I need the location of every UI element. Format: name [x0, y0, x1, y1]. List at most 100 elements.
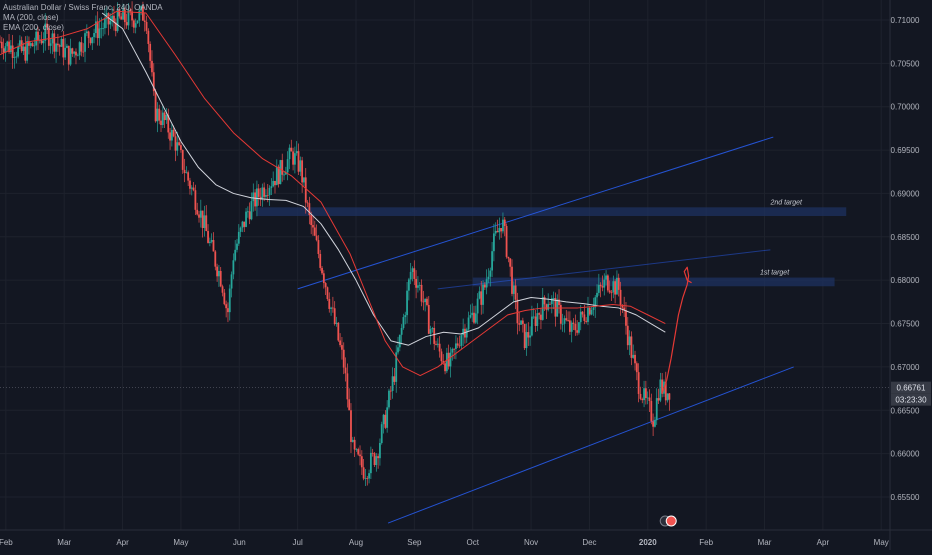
candle-body: [339, 340, 342, 346]
x-tick-label: Nov: [524, 538, 538, 547]
candle-body: [612, 281, 615, 293]
candle-body: [281, 160, 284, 175]
candle-body: [293, 153, 296, 165]
channel-upper-line: [297, 136, 774, 290]
candle-body: [511, 266, 513, 294]
candle-body: [151, 60, 153, 73]
candle-body: [301, 160, 304, 183]
candle-body: [371, 452, 374, 454]
candle-body: [98, 28, 101, 39]
y-tick-label: 0.71000: [891, 16, 920, 25]
candle-body: [634, 354, 636, 364]
candle-body: [33, 45, 36, 47]
candle-body: [646, 397, 649, 399]
candle-body: [373, 453, 376, 466]
y-tick-label: 0.70500: [891, 59, 920, 68]
candle-body: [44, 23, 47, 41]
candle-body: [567, 320, 569, 321]
candle-body: [118, 9, 121, 17]
x-tick-label: Apr: [116, 538, 129, 547]
candle-body: [357, 449, 360, 455]
candle-body: [125, 22, 128, 26]
candle-body: [581, 311, 584, 315]
candle-body: [58, 45, 61, 47]
candle-body: [420, 284, 423, 302]
candle-body: [138, 10, 141, 21]
candle-body: [326, 287, 329, 300]
candle-body: [116, 9, 119, 32]
y-tick-label: 0.69500: [891, 146, 920, 155]
candle-body: [364, 478, 367, 480]
candle-body: [447, 352, 450, 367]
candle-body: [583, 314, 586, 321]
candle-body: [214, 251, 217, 267]
candle-body: [234, 249, 237, 261]
candle-body: [2, 48, 5, 53]
candles: [0, 1, 671, 487]
candle-body: [47, 27, 50, 46]
candle-body: [22, 46, 25, 52]
candle-body: [483, 284, 486, 288]
candle-body: [572, 322, 575, 324]
candle-body: [429, 329, 432, 334]
candle-body: [400, 327, 403, 335]
candle-body: [53, 33, 56, 52]
candle-body: [478, 291, 481, 299]
candle-body: [509, 258, 512, 267]
candle-body: [237, 231, 240, 244]
candle-body: [574, 323, 577, 331]
candle-body: [304, 177, 307, 203]
candle-body: [476, 298, 479, 314]
x-tick-label: Feb: [0, 538, 13, 547]
candle-body: [140, 6, 143, 11]
candle-body: [355, 449, 358, 450]
candle-body: [588, 307, 591, 315]
candle-body: [104, 18, 106, 29]
x-tick-label: Mar: [57, 538, 71, 547]
candle-body: [248, 211, 251, 220]
candle-body: [310, 215, 313, 226]
candle-body: [165, 114, 168, 121]
candle-body: [67, 45, 70, 65]
candle-body: [26, 41, 29, 61]
candle-body: [520, 320, 522, 325]
candle-body: [279, 160, 282, 185]
candle-body: [286, 159, 289, 173]
candle-body: [55, 43, 57, 52]
candle-body: [436, 343, 439, 345]
candle-body: [230, 274, 233, 289]
candle-body: [648, 397, 651, 401]
candle-body: [563, 318, 566, 324]
ema-legend[interactable]: EMA (200, close): [3, 23, 64, 32]
symbol-title[interactable]: Australian Dollar / Swiss Franc, 240, OA…: [3, 3, 163, 12]
candle-body: [219, 270, 222, 287]
candle-body: [20, 40, 23, 52]
candle-body: [398, 334, 401, 348]
candle-body: [637, 372, 640, 394]
candle-body: [284, 172, 287, 175]
candle-body: [322, 273, 325, 284]
trend-channel: [297, 136, 794, 524]
candle-body: [56, 43, 59, 46]
candle-body: [467, 317, 470, 330]
candle-body: [464, 328, 466, 338]
candle-body: [330, 307, 332, 309]
x-tick-label: Feb: [699, 538, 713, 547]
ma-legend[interactable]: MA (200, close): [3, 13, 59, 22]
candle-body: [176, 142, 179, 151]
candle-body: [123, 9, 126, 23]
candle-body: [507, 256, 510, 259]
candle-body: [94, 21, 97, 34]
candle-body: [312, 225, 314, 228]
candle-body: [393, 376, 396, 382]
candle-body: [265, 195, 267, 197]
candle-body: [0, 41, 3, 49]
candle-body: [317, 240, 320, 254]
candle-body: [455, 343, 457, 349]
candle-body: [388, 390, 390, 408]
y-tick-label: 0.66000: [891, 450, 920, 459]
candle-body: [19, 40, 21, 47]
